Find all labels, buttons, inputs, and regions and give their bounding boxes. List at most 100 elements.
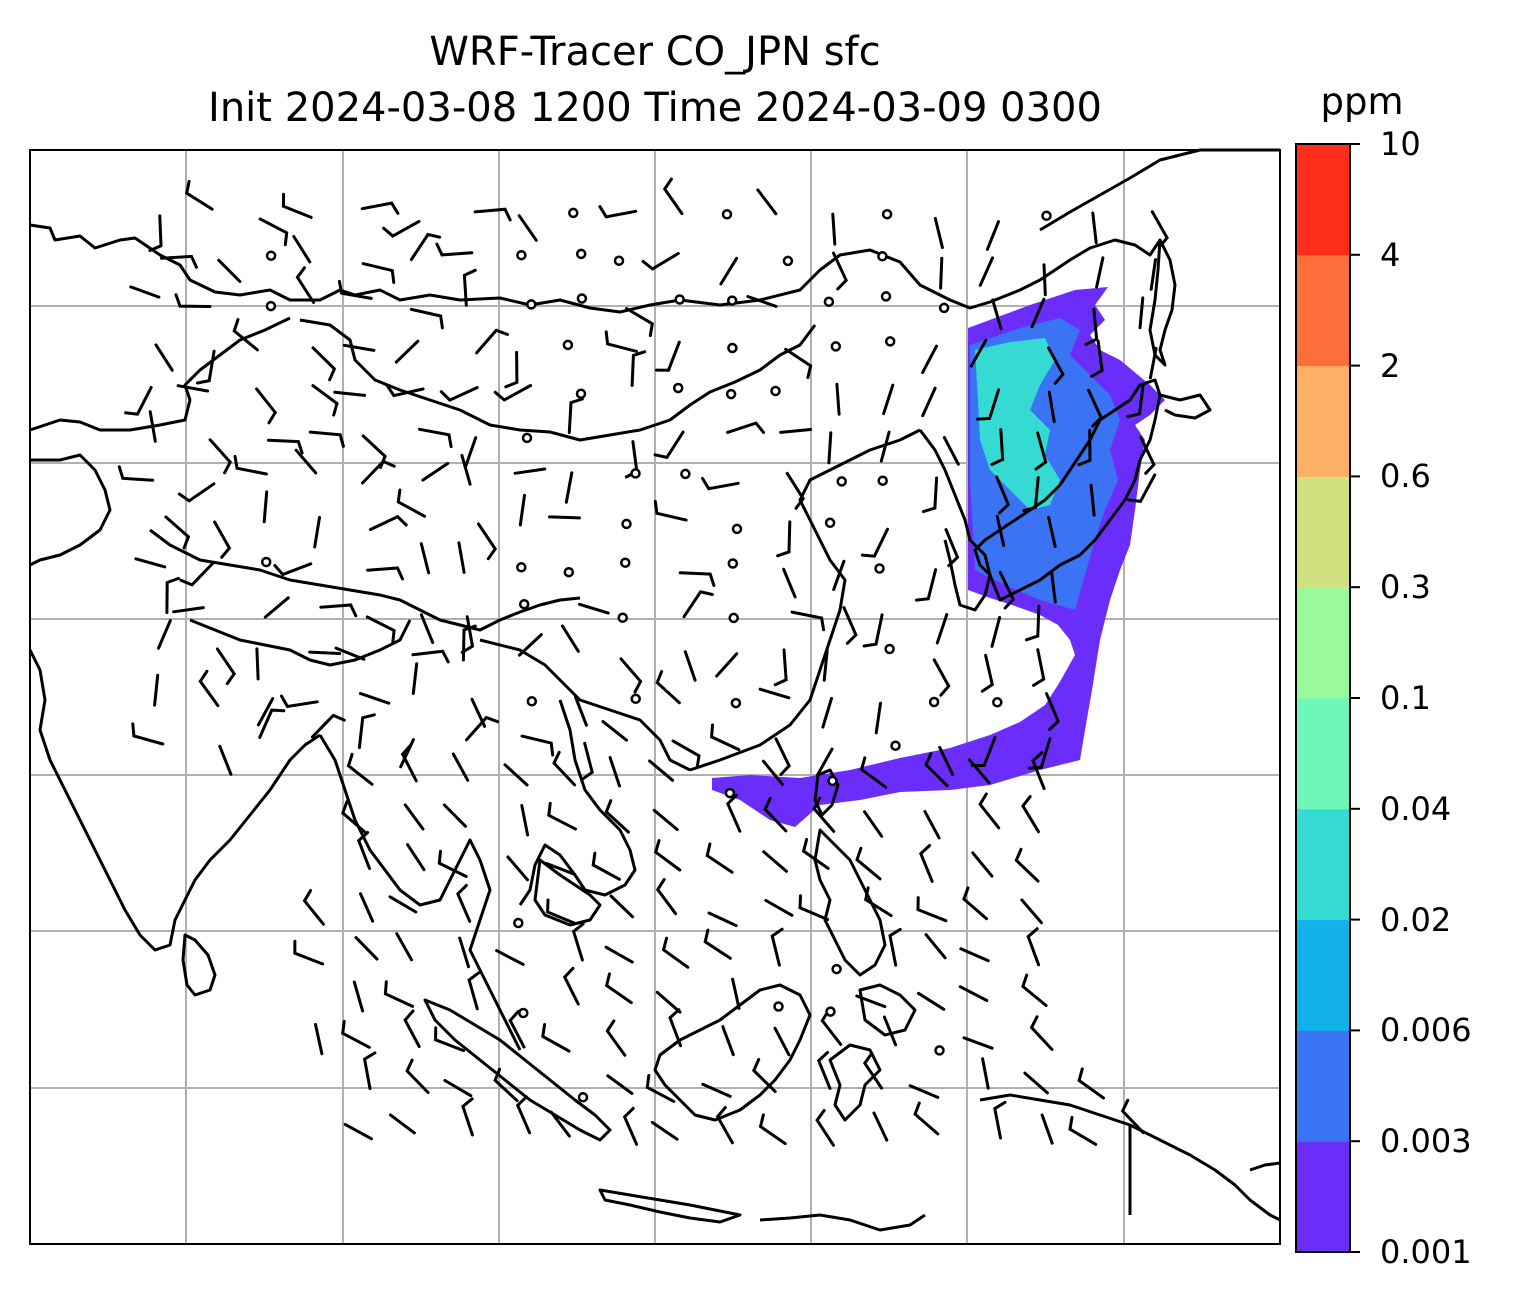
wind-barb [280, 694, 319, 709]
wind-barb [361, 459, 396, 485]
wind-barb [923, 809, 941, 840]
calm-wind-marker [562, 339, 574, 351]
wind-barb [117, 465, 155, 482]
wind-barb [308, 430, 345, 448]
wind-barb [874, 701, 882, 735]
wind-barb [295, 266, 316, 304]
wind-barb [801, 838, 830, 870]
wind-barb [1090, 339, 1104, 378]
wind-barb [971, 851, 994, 878]
wind-barb [518, 493, 526, 527]
calm-wind-marker [630, 468, 641, 479]
wind-barb [366, 566, 404, 581]
wind-barb [567, 397, 584, 435]
wind-barb [746, 295, 778, 308]
wind-barb [779, 428, 812, 434]
wind-barb [185, 179, 214, 211]
calm-wind-marker [884, 643, 895, 655]
wind-barb [1021, 795, 1040, 834]
wind-barb [258, 708, 286, 739]
wind-barb [604, 945, 634, 964]
wind-barb [1032, 648, 1046, 687]
colorbar-tick-label: 0.006 [1380, 1011, 1472, 1050]
wind-barb [938, 745, 955, 776]
wind-barb [411, 649, 450, 664]
wind-barb [821, 696, 833, 729]
colorbar-tick-label: 0.3 [1380, 568, 1431, 607]
wind-barb [517, 633, 543, 657]
wind-barb [980, 653, 994, 693]
wind-barb [1127, 473, 1157, 504]
wind-barb [174, 293, 212, 308]
wind-barb [668, 1008, 683, 1048]
wind-barb [385, 384, 425, 398]
wind-barb [882, 383, 895, 416]
wind-barb [435, 242, 474, 257]
wind-barb [655, 670, 681, 705]
wind-barb [311, 384, 339, 417]
wind-barb [815, 747, 834, 777]
wind-barb [465, 715, 500, 742]
wind-barb [434, 1026, 466, 1053]
wind-barb [319, 603, 358, 618]
wind-barb [678, 571, 716, 587]
wind-barb [872, 1111, 889, 1142]
wind-barb [165, 576, 180, 614]
wind-barb [1047, 390, 1056, 424]
calm-wind-marker [516, 562, 527, 573]
wind-barb [985, 220, 1000, 251]
calm-wind-marker [730, 697, 742, 709]
wind-barb [710, 723, 741, 752]
wind-barb [761, 759, 784, 786]
calm-wind-marker [836, 476, 847, 487]
wind-barb [310, 713, 346, 739]
wind-barb [396, 488, 427, 518]
wind-barb [591, 851, 621, 881]
wind-barb [172, 606, 205, 614]
calm-wind-marker [617, 612, 628, 623]
calm-wind-marker [513, 917, 524, 929]
wind-barb [998, 570, 1016, 610]
wind-barb [409, 307, 444, 330]
wind-barb [442, 803, 467, 828]
wind-barb [549, 1110, 571, 1138]
calm-wind-marker [877, 475, 888, 486]
wind-barb [357, 713, 376, 750]
wind-barb [816, 1051, 832, 1090]
wind-barb [1084, 307, 1099, 346]
wind-barb [908, 1084, 940, 1099]
wind-barb [609, 894, 635, 919]
wind-barb [359, 892, 375, 923]
wind-barb [388, 1113, 416, 1135]
wind-barb [864, 886, 893, 918]
wind-barb [622, 1106, 639, 1146]
wind-barb [256, 697, 275, 727]
wind-barb [451, 752, 470, 782]
wind-barb [411, 662, 419, 695]
wind-barb [343, 1122, 373, 1141]
wind-barb [342, 343, 376, 352]
calm-wind-marker [877, 251, 888, 262]
wind-barb [967, 758, 991, 785]
wind-barb [258, 217, 289, 247]
wind-barb [827, 431, 833, 465]
colorbar-segment [1296, 254, 1350, 367]
wind-barb [703, 928, 732, 960]
colorbar-unit-label: ppm [1320, 80, 1404, 123]
wind-barb [439, 386, 479, 402]
calm-wind-marker [773, 1001, 784, 1012]
wind-barb [548, 515, 581, 520]
wind-barb [978, 256, 994, 287]
wind-barb [944, 528, 960, 568]
wind-barb [308, 650, 342, 655]
wind-barb [273, 562, 313, 577]
wind-barb [832, 251, 848, 291]
wind-barb [346, 752, 374, 786]
wind-barb [314, 1023, 324, 1056]
wind-barb [1077, 1067, 1105, 1100]
wind-barb [148, 214, 163, 252]
wind-barb [369, 514, 408, 531]
colorbar-tick-label: 2 [1380, 346, 1401, 385]
wind-barb [773, 648, 788, 687]
